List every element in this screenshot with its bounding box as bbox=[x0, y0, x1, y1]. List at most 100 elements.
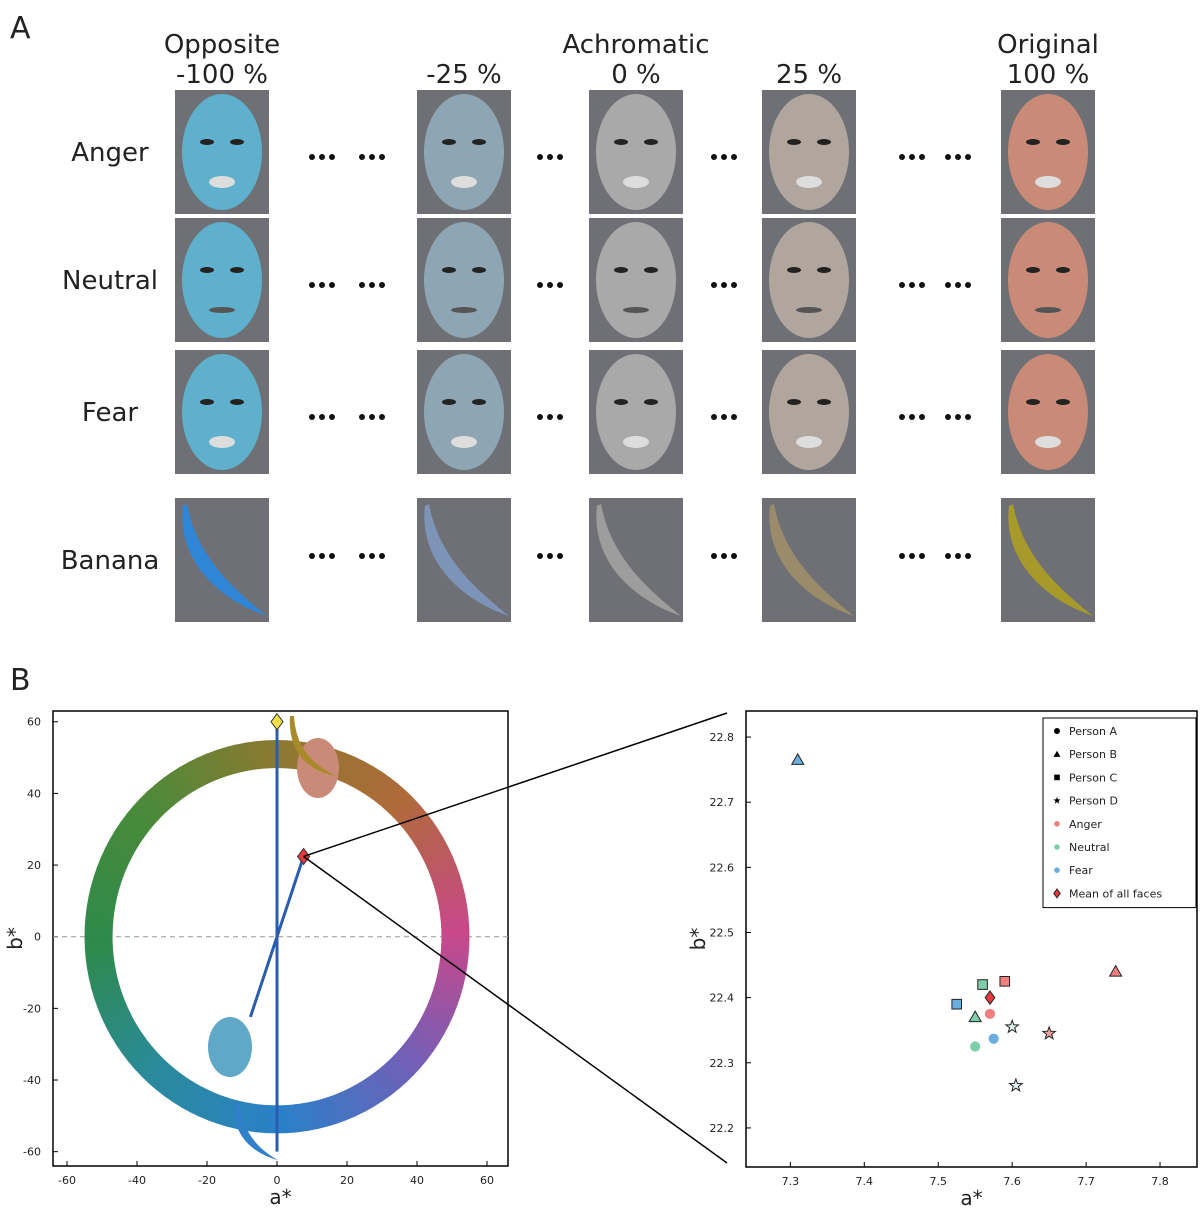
y-axis-label: b* bbox=[686, 928, 710, 951]
face-thumbnail bbox=[208, 1017, 252, 1077]
ellipsis-dot bbox=[721, 414, 727, 420]
point bbox=[1006, 1020, 1019, 1032]
face-image bbox=[1008, 354, 1088, 470]
legend-label: Person A bbox=[1069, 725, 1117, 738]
mouth bbox=[209, 176, 235, 188]
ring-segment bbox=[410, 1050, 417, 1059]
x-tick-label: -20 bbox=[198, 1174, 216, 1187]
ellipsis-dot bbox=[731, 414, 737, 420]
x-axis-label: a* bbox=[960, 1186, 982, 1207]
ellipsis-dot bbox=[919, 414, 925, 420]
eye bbox=[817, 399, 831, 405]
ellipsis-dot bbox=[359, 553, 365, 559]
ring-segment bbox=[449, 973, 451, 984]
ring-segment bbox=[286, 1118, 297, 1119]
eye bbox=[644, 139, 658, 145]
mouth bbox=[451, 307, 477, 313]
ring-segment bbox=[105, 984, 108, 995]
ellipsis-dot bbox=[711, 282, 717, 288]
face-image bbox=[769, 222, 849, 338]
ellipsis-dot bbox=[369, 282, 375, 288]
ring-segment bbox=[403, 1058, 410, 1066]
ellipsis-dot bbox=[945, 282, 951, 288]
column-percent: -25 % bbox=[426, 60, 501, 90]
face-image bbox=[424, 222, 504, 338]
point bbox=[969, 1011, 981, 1022]
ring-segment bbox=[99, 918, 100, 929]
ring-segment bbox=[99, 946, 100, 957]
ring-segment bbox=[212, 763, 222, 767]
ring-segment bbox=[188, 1095, 198, 1100]
ellipsis-dot bbox=[359, 282, 365, 288]
ring-segment bbox=[416, 1043, 423, 1052]
plot-frame bbox=[53, 711, 508, 1166]
mouth bbox=[623, 436, 649, 448]
ring-segment bbox=[137, 814, 144, 823]
face-image bbox=[182, 354, 262, 470]
ellipsis-dot bbox=[319, 154, 325, 160]
ring-segment bbox=[171, 783, 180, 789]
ring-segment bbox=[196, 1100, 206, 1105]
ring-segment bbox=[323, 1110, 333, 1113]
ring-segment bbox=[101, 965, 103, 976]
ellipsis-dot bbox=[899, 154, 905, 160]
x-tick-label: 40 bbox=[410, 1174, 424, 1187]
point bbox=[1110, 966, 1122, 977]
ellipsis-dot bbox=[919, 282, 925, 288]
ring-segment bbox=[340, 766, 350, 770]
ring-segment bbox=[443, 870, 447, 881]
ring-segment bbox=[365, 778, 374, 784]
ring-segment bbox=[122, 837, 128, 847]
ring-segment bbox=[454, 916, 455, 927]
face-image bbox=[424, 94, 504, 210]
eye bbox=[614, 399, 628, 405]
ellipsis-dot bbox=[955, 154, 961, 160]
eye bbox=[644, 399, 658, 405]
face-image bbox=[1008, 222, 1088, 338]
x-tick-label: 60 bbox=[480, 1174, 494, 1187]
ring-segment bbox=[388, 794, 396, 801]
ring-segment bbox=[133, 1044, 140, 1053]
ellipsis-dot bbox=[309, 414, 315, 420]
ring-segment bbox=[99, 956, 100, 967]
ring-segment bbox=[396, 1065, 404, 1073]
face-image bbox=[596, 354, 676, 470]
y-tick-label: 22.8 bbox=[710, 731, 735, 744]
y-tick-label: 22.4 bbox=[710, 992, 735, 1005]
legend-marker bbox=[1054, 867, 1060, 873]
column-percent: 25 % bbox=[776, 60, 842, 90]
ellipsis-dot bbox=[547, 154, 553, 160]
diamond-marker bbox=[271, 714, 283, 730]
y-axis-label: b* bbox=[3, 927, 27, 950]
face-image bbox=[182, 222, 262, 338]
ring-segment bbox=[102, 889, 104, 900]
legend-label: Mean of all faces bbox=[1069, 887, 1162, 900]
ellipsis-dot bbox=[711, 553, 717, 559]
ellipsis-dot bbox=[309, 282, 315, 288]
ring-segment bbox=[431, 844, 436, 854]
ring-segment bbox=[107, 993, 111, 1004]
ring-segment bbox=[195, 770, 205, 775]
eye bbox=[787, 399, 801, 405]
ring-segment bbox=[126, 829, 132, 838]
panel-label: B bbox=[10, 663, 31, 698]
column-percent: 100 % bbox=[1007, 60, 1090, 90]
y-tick-label: 40 bbox=[27, 787, 41, 800]
ring-segment bbox=[229, 758, 240, 761]
x-tick-label: 20 bbox=[340, 1174, 354, 1187]
ring-segment bbox=[444, 992, 448, 1003]
face-image bbox=[596, 222, 676, 338]
eye bbox=[472, 399, 486, 405]
ellipsis-dot bbox=[965, 154, 971, 160]
ring-segment bbox=[180, 1090, 189, 1096]
ring-segment bbox=[144, 1059, 152, 1067]
eye bbox=[442, 267, 456, 273]
ring-segment bbox=[104, 880, 107, 891]
point bbox=[985, 991, 995, 1004]
ring-segment bbox=[203, 766, 213, 770]
eye bbox=[1026, 399, 1040, 405]
eye bbox=[200, 399, 214, 405]
ellipsis-dot bbox=[329, 282, 335, 288]
legend-label: Person B bbox=[1069, 748, 1117, 761]
ellipsis-dot bbox=[359, 414, 365, 420]
